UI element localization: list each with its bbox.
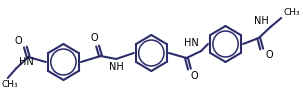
Text: NH: NH [109,62,124,72]
Text: O: O [15,36,22,46]
Text: O: O [265,50,273,60]
Text: O: O [191,71,198,81]
Text: O: O [91,33,98,43]
Text: CH₃: CH₃ [283,8,300,17]
Text: HN: HN [19,57,34,67]
Text: NH: NH [254,16,268,26]
Text: HN: HN [185,38,199,48]
Text: CH₃: CH₃ [2,80,18,89]
